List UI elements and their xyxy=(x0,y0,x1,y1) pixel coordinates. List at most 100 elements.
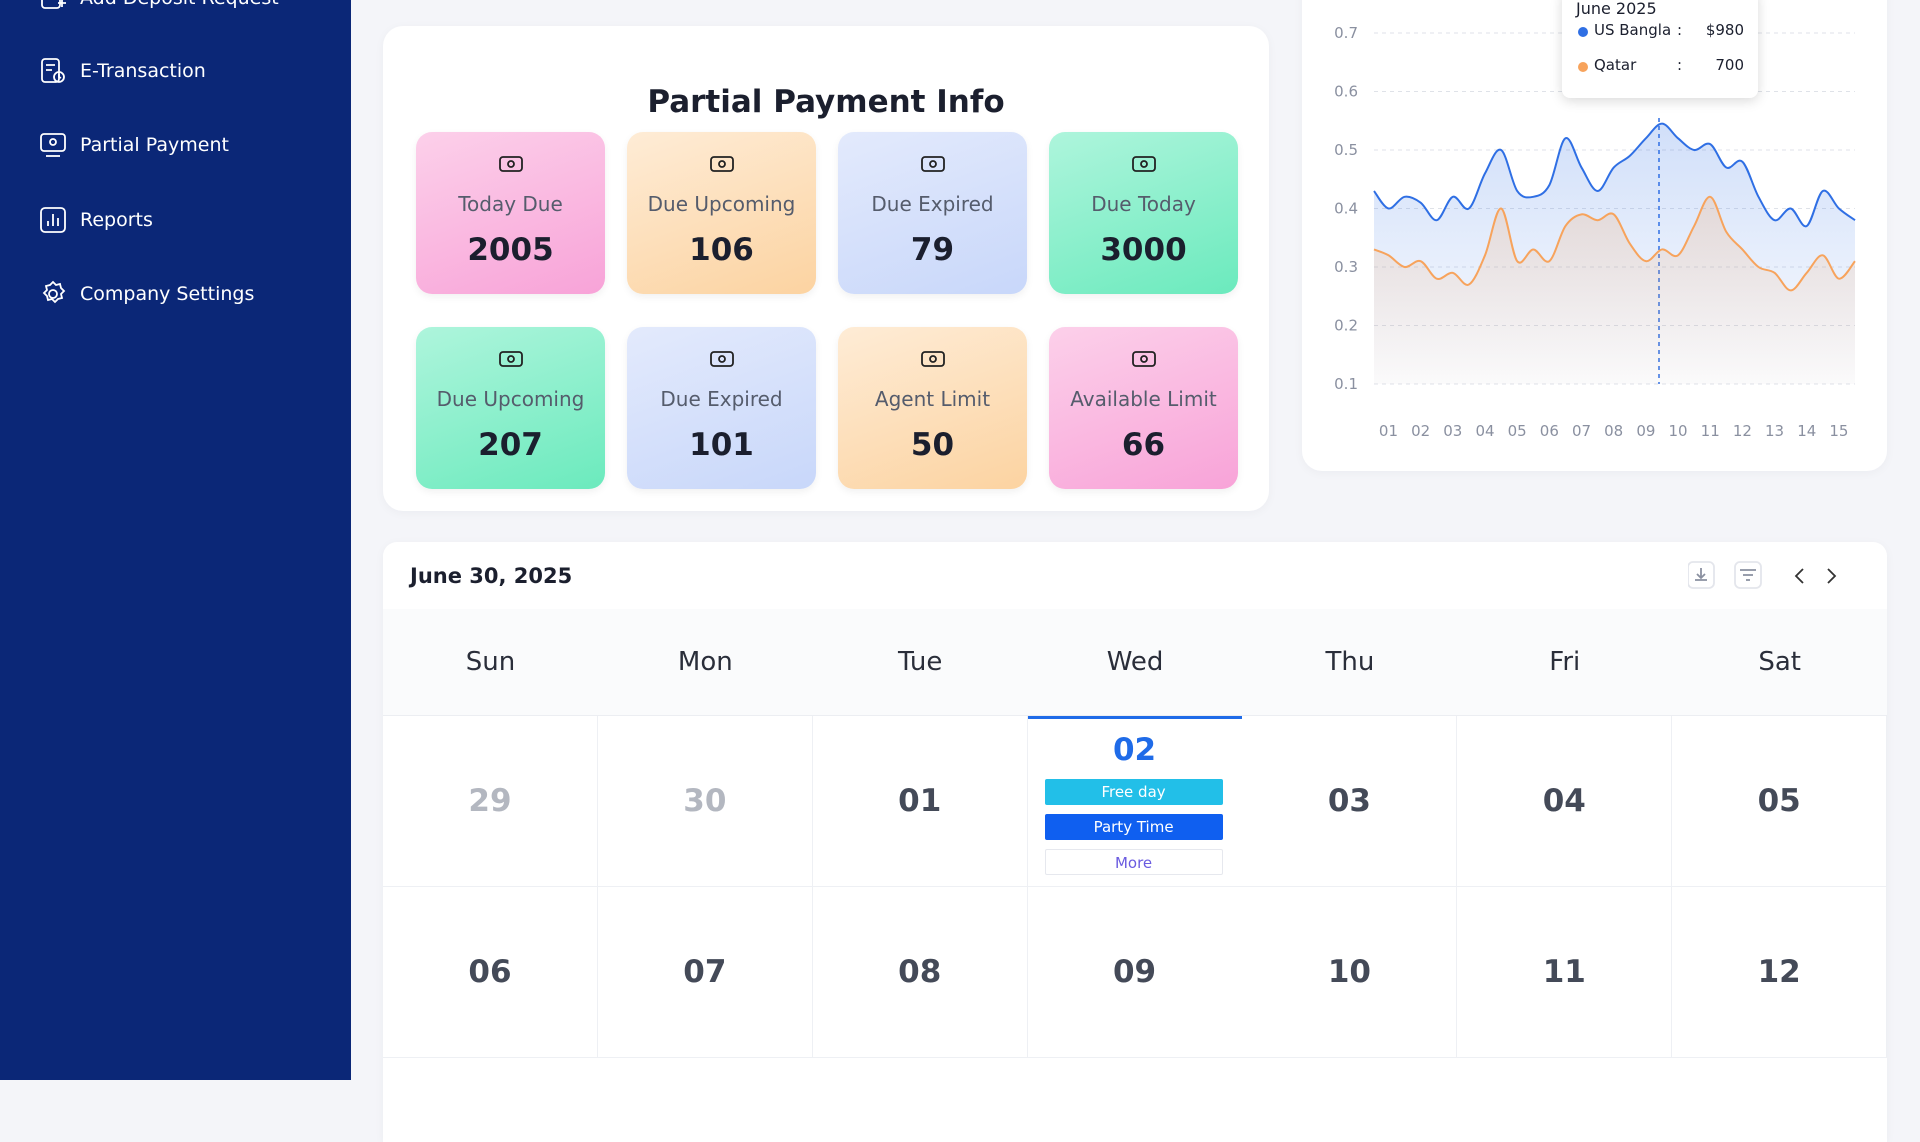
prev-button[interactable] xyxy=(1794,568,1804,584)
day-number: 05 xyxy=(1757,783,1801,819)
weekday: Sun xyxy=(465,647,516,677)
y-tick-label: 0.4 xyxy=(1334,200,1358,218)
nav-item[interactable]: Add Deposit Request xyxy=(38,0,279,18)
chart: 0.1 0.2 0.3 0.4 0.5 0.6 0.7 01 02 03 04 05 06 07 08 09 1… xyxy=(1334,24,1856,440)
x-tick-label: 08 xyxy=(1604,422,1623,440)
y-tick-label: 0.5 xyxy=(1334,141,1358,159)
weekday: Wed xyxy=(1106,647,1164,677)
day-cell[interactable]: 11 xyxy=(1457,887,1673,1058)
stat-value: 207 xyxy=(478,427,543,463)
stat-value: 50 xyxy=(910,427,955,463)
tooltip-title: June 2025 xyxy=(1576,0,1657,18)
y-tick-label: 0.6 xyxy=(1334,83,1358,101)
day-number: 04 xyxy=(1542,783,1586,819)
day-cell[interactable]: 30 xyxy=(597,716,813,887)
tooltip: June 2025 US Bangla: $980 Qatar: 700 xyxy=(1562,0,1758,98)
stat-card: Due Today 3000 xyxy=(1049,132,1238,294)
stat-card: Due Upcoming 106 xyxy=(627,132,816,294)
day-number: 02 xyxy=(1112,732,1157,768)
sidebar: Add Deposit Request E-Transaction Partia… xyxy=(0,0,351,1080)
y-tick-label: 0.2 xyxy=(1334,317,1358,335)
day-number: 03 xyxy=(1327,783,1371,819)
stat-card: Agent Limit 50 xyxy=(838,327,1027,489)
next-button[interactable] xyxy=(1827,568,1837,584)
y-tick-label: 0.3 xyxy=(1334,258,1358,276)
stat-label: Due Upcoming xyxy=(647,192,796,216)
day-cell[interactable]: 05 xyxy=(1672,716,1887,887)
day-number: 08 xyxy=(898,954,942,990)
nav-item[interactable]: E-Transaction xyxy=(38,51,206,91)
card-icon xyxy=(499,156,523,172)
stat-label: Due Expired xyxy=(660,387,783,411)
x-tick-label: 13 xyxy=(1765,422,1784,440)
series-area xyxy=(1374,196,1855,384)
stat-card: Due Upcoming 207 xyxy=(416,327,605,489)
x-tick-label: 03 xyxy=(1443,422,1462,440)
nav-label: Add Deposit Request xyxy=(80,0,279,9)
more-link[interactable]: More xyxy=(1044,849,1223,875)
day-cell[interactable]: 06 xyxy=(383,887,598,1058)
x-tick-label: 01 xyxy=(1379,422,1398,440)
day-cell[interactable]: 04 xyxy=(1457,716,1673,887)
stat-label: Available Limit xyxy=(1070,387,1217,411)
nav-label: Partial Payment xyxy=(80,134,229,156)
calendar-title: June 30, 2025 xyxy=(410,564,573,588)
tooltip-value: $980 xyxy=(1705,21,1744,39)
event[interactable]: Free day xyxy=(1044,779,1223,805)
day-cell[interactable]: 02 Free day Party Time More xyxy=(1027,716,1243,887)
legend-dot xyxy=(1578,62,1588,72)
card-icon xyxy=(1132,156,1156,172)
stat-value: 106 xyxy=(689,232,754,268)
stat-label: Today Due xyxy=(458,192,563,216)
nav-item[interactable]: Reports xyxy=(38,200,153,240)
day-cell[interactable]: 29 xyxy=(383,716,598,887)
day-cell[interactable]: 12 xyxy=(1672,887,1887,1058)
day-cell[interactable]: 09 xyxy=(1027,887,1243,1058)
day-number: 29 xyxy=(468,783,512,819)
day-cell[interactable]: 08 xyxy=(812,887,1028,1058)
weekday: Sat xyxy=(1758,647,1801,677)
card-icon xyxy=(499,351,523,367)
x-tick-label: 12 xyxy=(1733,422,1752,440)
day-cell[interactable]: 03 xyxy=(1242,716,1458,887)
weekday-row xyxy=(383,609,1887,716)
download-button[interactable] xyxy=(1688,561,1715,589)
x-tick-label: 07 xyxy=(1572,422,1591,440)
y-tick-label: 0.7 xyxy=(1334,24,1358,42)
day-number: 06 xyxy=(468,954,512,990)
stat-value: 66 xyxy=(1121,427,1166,463)
x-tick-label: 05 xyxy=(1508,422,1527,440)
filter-button[interactable] xyxy=(1734,561,1762,589)
day-number: 09 xyxy=(1112,954,1157,990)
stat-value: 79 xyxy=(910,232,955,268)
day-cell[interactable]: 01 xyxy=(812,716,1028,887)
stat-label: Due Today xyxy=(1091,192,1196,216)
card-icon xyxy=(921,351,945,367)
x-tick-label: 15 xyxy=(1829,422,1848,440)
card-icon xyxy=(710,156,734,172)
day-cell[interactable]: 07 xyxy=(597,887,813,1058)
nav-item[interactable]: Company Settings xyxy=(38,274,254,314)
legend-name: US Bangla xyxy=(1594,21,1672,39)
x-tick-label: 02 xyxy=(1411,422,1430,440)
day-number: 12 xyxy=(1757,954,1801,990)
day-cell[interactable]: 10 xyxy=(1242,887,1458,1058)
tooltip-separator: : xyxy=(1677,56,1683,74)
x-tick-label: 04 xyxy=(1475,422,1494,440)
x-tick-label: 09 xyxy=(1636,422,1655,440)
nav-label: Reports xyxy=(80,209,153,231)
stat-value: 101 xyxy=(689,427,754,463)
event[interactable]: Party Time xyxy=(1044,814,1223,840)
nav-item[interactable]: Partial Payment xyxy=(38,125,229,165)
day-number: 10 xyxy=(1327,954,1371,990)
x-tick-label: 11 xyxy=(1701,422,1720,440)
day-number: 11 xyxy=(1542,954,1586,990)
stat-value: 2005 xyxy=(467,232,554,268)
x-tick-label: 06 xyxy=(1540,422,1559,440)
series-line xyxy=(1373,195,1856,292)
stat-card: Available Limit 66 xyxy=(1049,327,1238,489)
card-icon xyxy=(921,156,945,172)
y-tick-label: 0.1 xyxy=(1334,375,1358,393)
stat-card: Today Due 2005 xyxy=(416,132,605,294)
